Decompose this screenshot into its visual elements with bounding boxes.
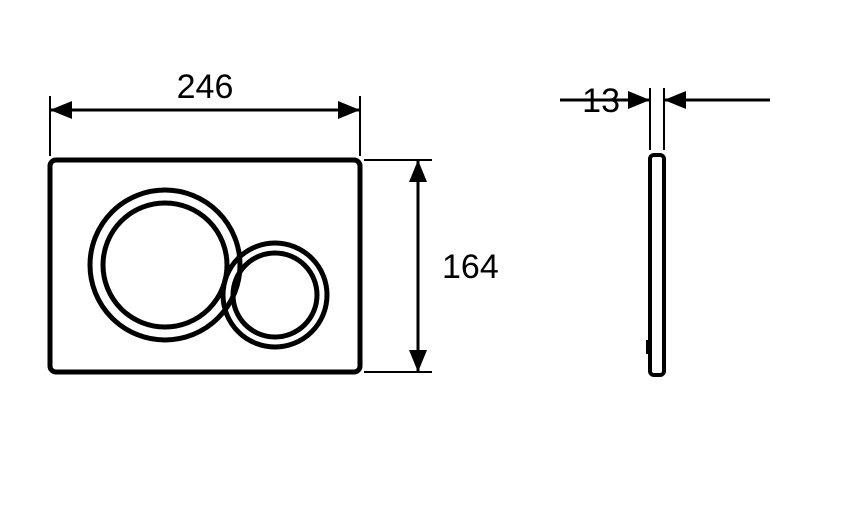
dimension-width-label: 246 (177, 68, 234, 106)
dimension-height-label: 164 (442, 248, 499, 286)
flush-plate-outline (50, 160, 360, 372)
technical-drawing: 246 164 13 (0, 0, 843, 524)
dimension-depth-label: 13 (582, 82, 620, 120)
dimension-height: 164 (364, 160, 499, 372)
side-profile (650, 155, 664, 375)
side-view: 13 (560, 82, 770, 375)
small-button-ring (223, 243, 327, 347)
side-button-tab (646, 340, 650, 354)
dimension-depth: 13 (560, 82, 770, 150)
dimension-width: 246 (50, 68, 360, 156)
front-view: 246 164 (50, 68, 499, 372)
large-button-ring (90, 190, 240, 340)
